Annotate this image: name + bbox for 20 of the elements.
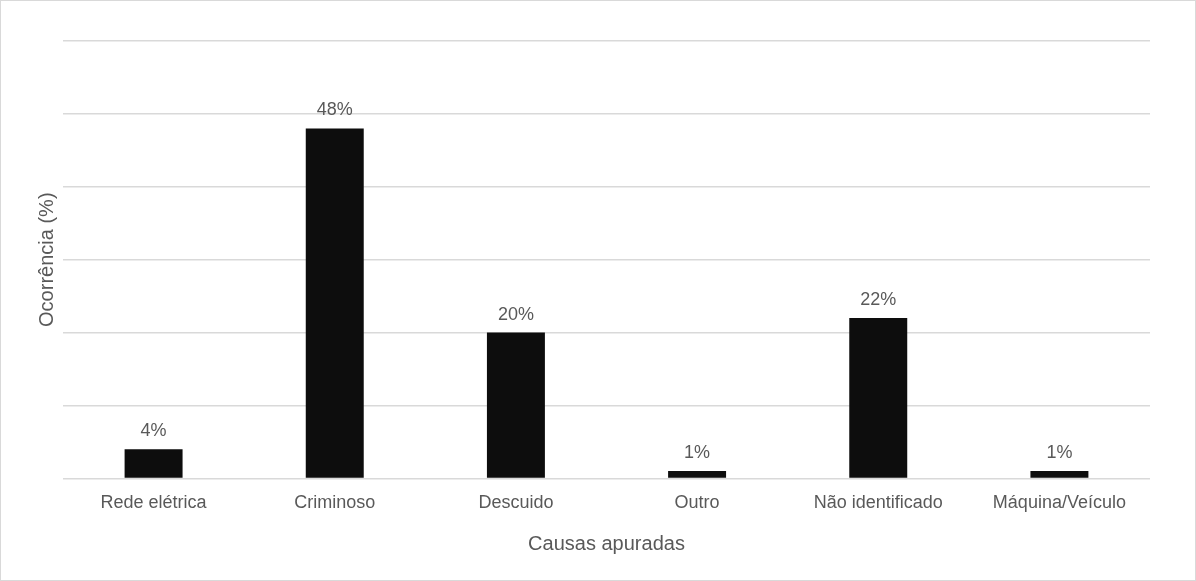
data-label: 20% [497,303,534,324]
x-tick-label: Máquina/Veículo [992,492,1126,513]
x-tick-label: Não identificado [813,492,943,513]
bar [124,449,183,478]
x-tick-label: Descuido [478,492,554,513]
data-label: 4% [140,420,167,441]
bar [486,332,545,478]
bar [849,318,908,478]
bar [305,128,364,478]
x-tick-label: Outro [674,492,720,513]
y-axis-title: Ocorrência (%) [34,192,57,327]
data-label: 1% [1046,442,1073,463]
data-label: 22% [860,288,897,309]
data-label: 1% [684,442,711,463]
data-label: 48% [316,99,353,120]
bar [668,471,727,478]
x-tick-label: Criminoso [294,492,376,513]
x-tick-label: Rede elétrica [100,492,208,513]
bar [1030,471,1089,478]
x-axis-title: Causas apuradas [528,531,685,554]
